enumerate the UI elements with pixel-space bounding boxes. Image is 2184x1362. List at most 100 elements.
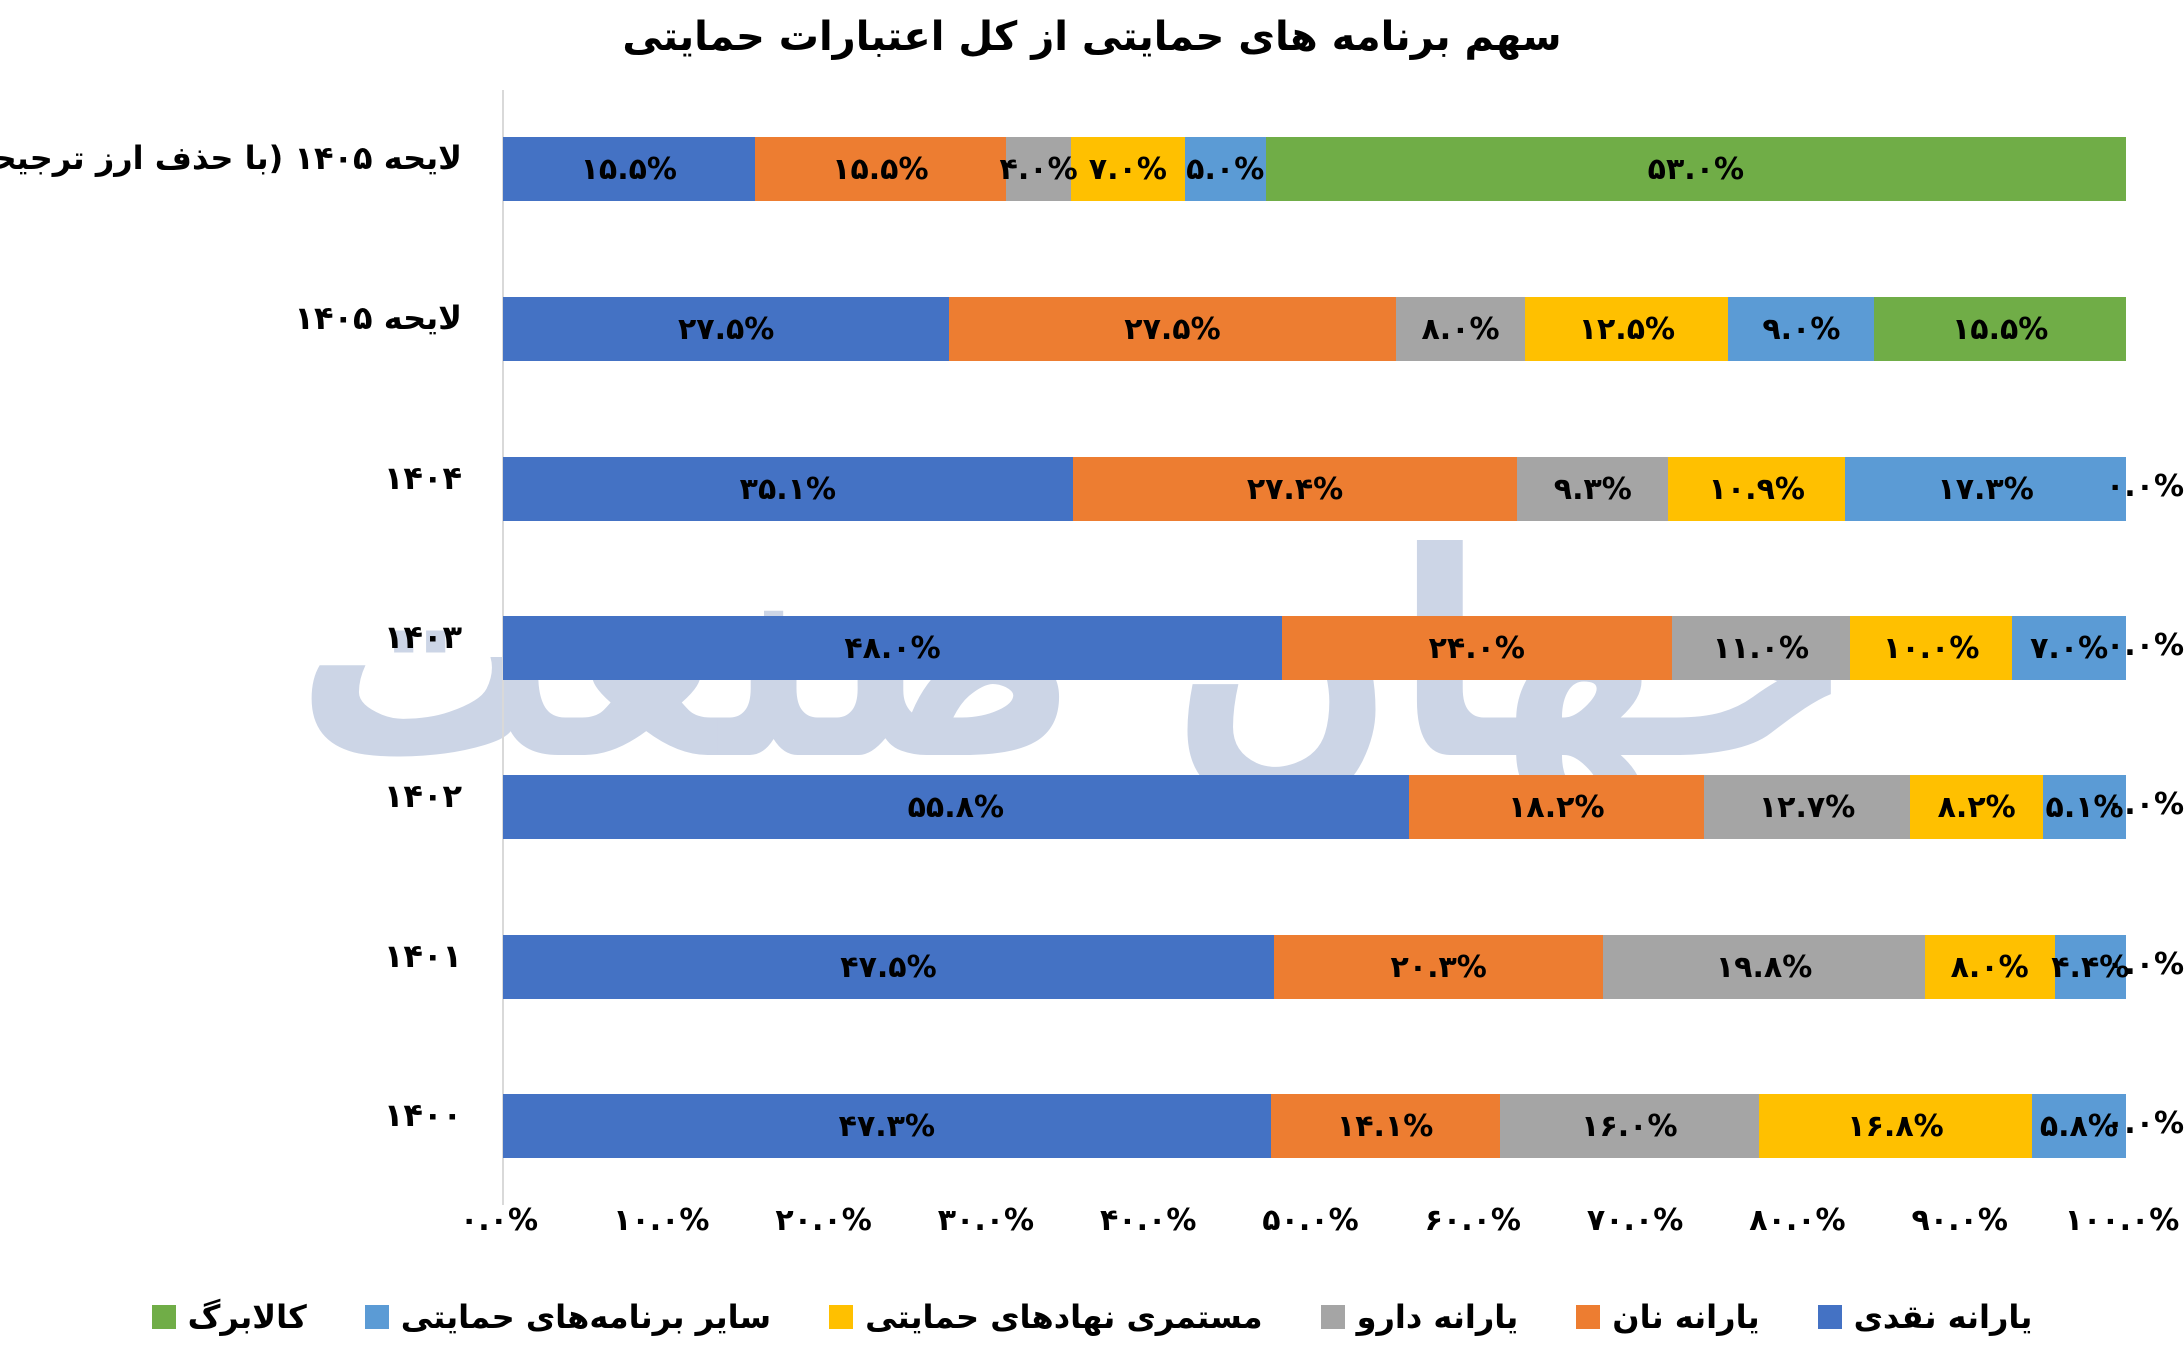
bar-segment: ۵.۱%	[2043, 775, 2126, 839]
y-axis-label: ۱۴۰۲	[383, 777, 462, 815]
data-label: ۱۲.۷%	[1758, 789, 1856, 825]
legend-item: یارانه نان	[1576, 1298, 1760, 1336]
data-label: ۲۰.۳%	[1390, 949, 1487, 985]
legend-swatch-icon	[151, 1305, 176, 1329]
bar-segment: ۹.۰%	[1728, 297, 1875, 361]
bar-segment: ۵.۸%	[2031, 1094, 2126, 1158]
x-axis-tick-label: ۴۰.۰%	[1099, 1203, 1197, 1238]
data-label: ۷.۰%	[1088, 151, 1167, 187]
data-label: ۱۴.۱%	[1336, 1108, 1434, 1144]
bar-segment: ۲۷.۵%	[949, 297, 1396, 361]
bar-segment: ۵۵.۸%	[503, 775, 1409, 839]
data-label: ۵.۰%	[1186, 151, 1265, 187]
bar-segment: ۵۳.۰%	[1265, 137, 2126, 201]
bar-segment: ۱۵.۵%	[503, 137, 755, 201]
bar-segment: ۹.۳%	[1517, 457, 1669, 521]
legend-swatch-icon	[829, 1305, 854, 1329]
bar-segment: ۱۶.۰%	[1499, 1094, 1760, 1158]
data-label: ۳۵.۱%	[739, 471, 837, 507]
bar-segment: ۸.۰%	[1924, 935, 2055, 999]
bar-segment: ۳۵.۱%	[503, 457, 1073, 521]
bar-segment: ۴۷.۵%	[503, 935, 1274, 999]
x-axis-tick-label: ۱۰۰.۰%	[2064, 1203, 2180, 1238]
data-label: ۹.۳%	[1553, 471, 1632, 507]
bar-segment: ۵.۰%	[1184, 137, 1266, 201]
data-label: ۱۷.۳%	[1937, 471, 2034, 507]
data-label: ۱۵.۵%	[580, 151, 677, 187]
bar-row: ۳۵.۱% ۲۷.۴% ۹.۳% ۱۰.۹% ۱۷.۳% ۰.۰%	[503, 457, 2184, 521]
plot-area: ۱۵.۵% ۱۵.۵% ۴.۰% ۷.۰% ۵.۰% ۵۳.۰% ۲۷.۵% ۲۷.۵% ۸.۰…	[503, 90, 2184, 1205]
data-label: ۴۸.۰%	[844, 630, 941, 666]
bar-segment: ۱۹.۸%	[1603, 935, 1925, 999]
legend-swatch-icon	[1817, 1305, 1842, 1329]
bar-row: ۱۵.۵% ۱۵.۵% ۴.۰% ۷.۰% ۵.۰% ۵۳.۰%	[503, 137, 2126, 201]
legend: یارانه نقدی یارانه نان یارانه دارو مستمری ن…	[0, 1298, 2184, 1336]
x-axis-tick-label: ۳۰.۰%	[937, 1203, 1035, 1238]
bar-segment: ۱۰.۰%	[1850, 616, 2013, 680]
bar-segment: ۴۸.۰%	[503, 616, 1283, 680]
data-label: ۲۴.۰%	[1428, 630, 1525, 666]
bar-segment: ۸.۰%	[1395, 297, 1526, 361]
x-axis-tick-label: ۷۰.۰%	[1586, 1203, 1684, 1238]
bar-segment: ۱۴.۱%	[1270, 1094, 1500, 1158]
data-label: ۲۷.۴%	[1246, 471, 1344, 507]
y-axis-label: لایحه ۱۴۰۵	[294, 299, 462, 337]
bar-segment: ۱۸.۲%	[1408, 775, 1704, 839]
legend-label: سایر برنامه‌های حمایتی	[400, 1298, 772, 1336]
legend-item: یارانه دارو	[1320, 1298, 1519, 1336]
bar-segment: ۱۵.۵%	[1874, 297, 2126, 361]
data-label: ۴۷.۳%	[838, 1108, 936, 1144]
data-label: ۵۳.۰%	[1647, 151, 1745, 187]
bar-segment: ۱۶.۸%	[1759, 1094, 2032, 1158]
bar-row: ۴۷.۵% ۲۰.۳% ۱۹.۸% ۸.۰% ۴.۴% ۰.۰%	[503, 935, 2184, 999]
x-axis-tick-label: ۶۰.۰%	[1424, 1203, 1521, 1238]
chart-title: سهم برنامه های حمایتی از کل اعتبارات حما…	[622, 14, 1562, 60]
legend-label: یارانه نقدی	[1853, 1298, 2033, 1336]
bar-segment: ۱۷.۳%	[1845, 457, 2126, 521]
data-label: ۸.۰%	[1421, 311, 1500, 347]
y-axis-label: ۱۴۰۳	[383, 618, 462, 656]
data-label: ۱۶.۸%	[1847, 1108, 1944, 1144]
x-axis-tick-label: ۲۰.۰%	[775, 1203, 872, 1238]
data-label: ۲۷.۵%	[1124, 311, 1221, 347]
bar-segment: ۲۴.۰%	[1282, 616, 1672, 680]
y-axis-label: ۱۴۰۱	[383, 937, 462, 975]
x-axis-tick-label: ۸۰.۰%	[1749, 1203, 1846, 1238]
data-label: ۰.۰%	[2106, 1106, 2184, 1141]
data-label: ۱۹.۸%	[1715, 949, 1813, 985]
y-axis-label: ۱۴۰۰	[383, 1096, 462, 1134]
data-label: ۰.۰%	[2106, 628, 2184, 663]
legend-label: مستمری نهادهای حمایتی	[865, 1298, 1263, 1336]
bar-segment: ۱۱.۰%	[1671, 616, 1851, 680]
x-axis-tick-label: ۱۰.۰%	[613, 1203, 710, 1238]
data-label: ۵.۸%	[2039, 1108, 2118, 1144]
bar-row: ۴۷.۳% ۱۴.۱% ۱۶.۰% ۱۶.۸% ۵.۸% ۰.۰%	[503, 1094, 2184, 1158]
legend-label: یارانه دارو	[1356, 1298, 1519, 1336]
legend-swatch-icon	[1576, 1305, 1601, 1329]
bar-segment: ۴۷.۳%	[503, 1094, 1271, 1158]
bar-segment: ۱۵.۵%	[754, 137, 1007, 201]
bar-segment: ۷.۰%	[2012, 616, 2126, 680]
data-label: ۵۵.۸%	[907, 789, 1004, 825]
data-label: ۰.۰%	[2106, 947, 2184, 982]
legend-swatch-icon	[1320, 1305, 1345, 1329]
data-label: ۴.۰%	[999, 151, 1078, 187]
legend-label: یارانه نان	[1612, 1298, 1760, 1336]
data-label: ۱۵.۵%	[1951, 311, 2049, 347]
bar-segment: ۷.۰%	[1071, 137, 1185, 201]
data-label: ۲۷.۵%	[677, 311, 775, 347]
data-label: ۰.۰%	[2106, 469, 2184, 504]
y-axis-label: ۱۴۰۴	[383, 459, 462, 497]
legend-item: کالابرگ	[151, 1298, 307, 1336]
legend-item: مستمری نهادهای حمایتی	[829, 1298, 1263, 1336]
data-label: ۴۷.۵%	[840, 949, 937, 985]
data-label: ۱۵.۵%	[832, 151, 929, 187]
bar-row: ۲۷.۵% ۲۷.۵% ۸.۰% ۱۲.۵% ۹.۰% ۱۵.۵%	[503, 297, 2126, 361]
data-label: ۱۸.۲%	[1508, 789, 1605, 825]
data-label: ۸.۰%	[1950, 949, 2029, 985]
bar-segment: ۱۰.۹%	[1668, 457, 1846, 521]
data-label: ۸.۲%	[1937, 789, 2016, 825]
data-label: ۵.۱%	[2045, 789, 2124, 825]
legend-item: سایر برنامه‌های حمایتی	[364, 1298, 772, 1336]
x-axis-tick-label: ۰.۰%	[459, 1203, 539, 1238]
